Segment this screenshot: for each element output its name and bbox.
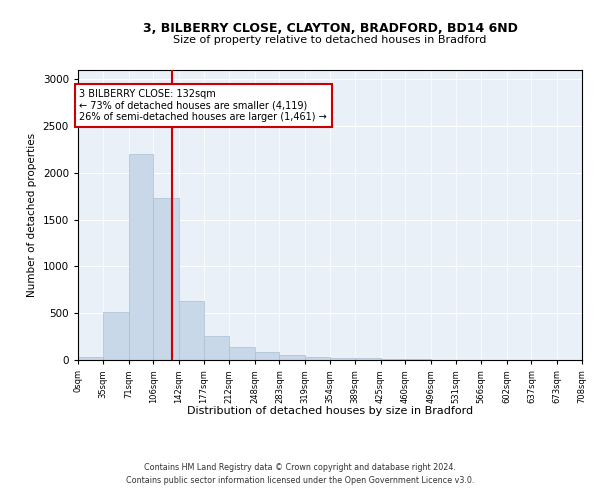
Bar — [330, 358, 355, 360]
Bar — [254, 352, 280, 360]
Bar — [154, 198, 179, 360]
Bar — [229, 347, 254, 360]
Text: 3, BILBERRY CLOSE, CLAYTON, BRADFORD, BD14 6ND: 3, BILBERRY CLOSE, CLAYTON, BRADFORD, BD… — [143, 22, 517, 36]
Bar — [103, 312, 128, 360]
Bar — [305, 356, 330, 360]
Bar — [380, 359, 406, 360]
Bar — [78, 357, 103, 360]
Bar — [128, 154, 154, 360]
Y-axis label: Number of detached properties: Number of detached properties — [27, 133, 37, 297]
Text: 3 BILBERRY CLOSE: 132sqm
← 73% of detached houses are smaller (4,119)
26% of sem: 3 BILBERRY CLOSE: 132sqm ← 73% of detach… — [79, 88, 327, 122]
Bar — [355, 358, 380, 360]
Bar — [280, 355, 305, 360]
Text: Contains public sector information licensed under the Open Government Licence v3: Contains public sector information licen… — [126, 476, 474, 485]
Bar — [179, 301, 204, 360]
Text: Contains HM Land Registry data © Crown copyright and database right 2024.: Contains HM Land Registry data © Crown c… — [144, 464, 456, 472]
X-axis label: Distribution of detached houses by size in Bradford: Distribution of detached houses by size … — [187, 406, 473, 416]
Bar — [204, 336, 229, 360]
Text: Size of property relative to detached houses in Bradford: Size of property relative to detached ho… — [173, 35, 487, 45]
